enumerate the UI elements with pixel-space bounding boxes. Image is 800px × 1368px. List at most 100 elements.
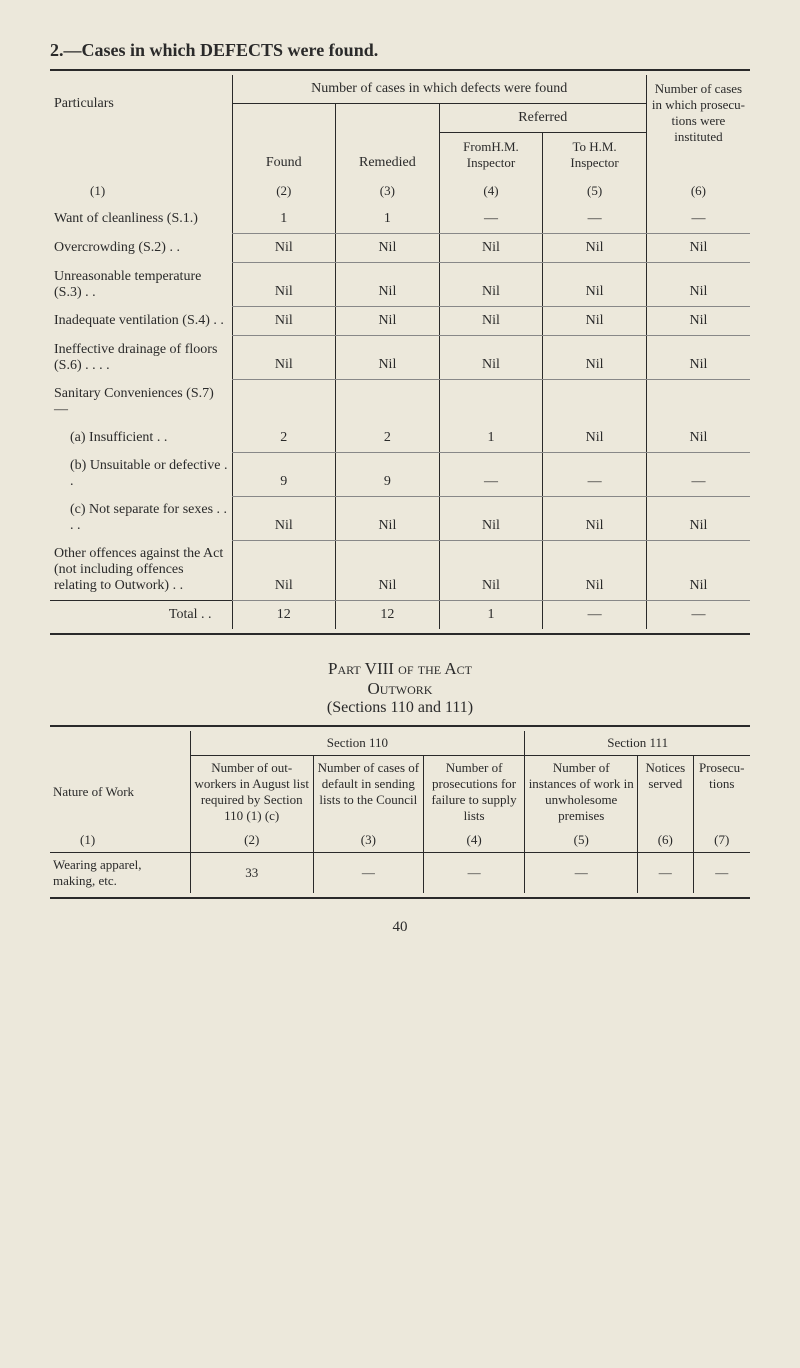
col-num: (1) — [50, 828, 190, 853]
table-cell — [646, 380, 750, 424]
table-cell: Nil — [232, 540, 336, 601]
table-cell: — — [439, 452, 543, 496]
table-cell: Nil — [232, 263, 336, 307]
col-header: Number of out­workers in August list req… — [190, 756, 313, 829]
table-cell: Nil — [439, 263, 543, 307]
table-cell: Nil — [439, 540, 543, 601]
table-cell: Nil — [336, 496, 440, 540]
col-num: (6) — [638, 828, 693, 853]
col-header: Prosecu­tions — [693, 756, 750, 829]
table-cell: Nil — [543, 336, 647, 380]
table-cell: 9 — [336, 452, 440, 496]
table-cell: — — [693, 853, 750, 894]
total-val: 12 — [336, 601, 440, 630]
part-heading-line1: Part VIII of the Act — [50, 659, 750, 679]
table-cell: Nil — [439, 234, 543, 263]
from-hm-header: FromH.M. Inspector — [439, 133, 543, 178]
table-cell: Nil — [543, 496, 647, 540]
section-110-header: Section 110 — [190, 731, 525, 756]
table-cell — [336, 380, 440, 424]
col-num: (7) — [693, 828, 750, 853]
table-cell: Nil — [543, 263, 647, 307]
section-111-header: Section 111 — [525, 731, 750, 756]
table-cell: Nil — [543, 307, 647, 336]
col-num: (4) — [423, 828, 525, 853]
table-cell: — — [543, 452, 647, 496]
nature-of-work-header: Nature of Work — [50, 756, 190, 829]
col-num: (1) — [50, 177, 232, 205]
part-heading: Part VIII of the Act Outwork (Sections 1… — [50, 659, 750, 717]
table-cell: Nil — [439, 496, 543, 540]
referred-header: Referred — [439, 104, 646, 133]
table-cell: Nil — [232, 496, 336, 540]
rule-mid2 — [50, 725, 750, 727]
table-cell: — — [423, 853, 525, 894]
defects-found-header: Number of cases in which defects were fo… — [232, 75, 646, 104]
col-header: Number of instances of work in unwhole­s… — [525, 756, 638, 829]
col-num: (2) — [232, 177, 336, 205]
table-cell: Nil — [232, 307, 336, 336]
table-row-label: (a) Insufficient . . — [50, 424, 232, 453]
defects-table: Particulars Number of cases in which def… — [50, 75, 750, 629]
table-row-label: Other offences against the Act (not incl… — [50, 540, 232, 601]
page-number: 40 — [50, 919, 750, 936]
table-row-label: (c) Not separate for sexes . . . . — [50, 496, 232, 540]
prosecutions-header: Number of cases in which prosecu­tions w… — [646, 75, 750, 177]
table-cell: Nil — [543, 540, 647, 601]
table-cell: Nil — [336, 336, 440, 380]
table-cell: Nil — [646, 234, 750, 263]
table-cell: — — [313, 853, 423, 894]
table-cell: 2 — [232, 424, 336, 453]
table-cell: Nil — [439, 336, 543, 380]
col-num: (6) — [646, 177, 750, 205]
col-num: (4) — [439, 177, 543, 205]
total-val: — — [646, 601, 750, 630]
rule-mid — [50, 633, 750, 635]
table-row-label: Ineffective drainage of floors (S.6) . .… — [50, 336, 232, 380]
rule-bottom — [50, 897, 750, 899]
table-cell — [543, 380, 647, 424]
total-label: Total . . — [50, 601, 232, 630]
part-heading-line3: (Sections 110 and 111) — [50, 699, 750, 717]
table-cell: 33 — [190, 853, 313, 894]
table-cell: Nil — [232, 234, 336, 263]
col-header: Number of cases of default in sending li… — [313, 756, 423, 829]
table-cell: 1 — [439, 424, 543, 453]
table-cell: Nil — [336, 263, 440, 307]
table-cell: 9 — [232, 452, 336, 496]
col-header: Number of prosecu­tions for failure to s… — [423, 756, 525, 829]
part-heading-line2: Outwork — [50, 679, 750, 699]
table-cell: 2 — [336, 424, 440, 453]
table-cell: — — [543, 205, 647, 234]
table-cell: Nil — [336, 307, 440, 336]
table-cell: Nil — [543, 234, 647, 263]
table-cell: 1 — [336, 205, 440, 234]
table-cell: — — [525, 853, 638, 894]
table-cell — [439, 380, 543, 424]
table-cell: Nil — [232, 336, 336, 380]
table-cell: 1 — [232, 205, 336, 234]
table-cell: Nil — [439, 307, 543, 336]
col-num: (3) — [336, 177, 440, 205]
table-cell — [232, 380, 336, 424]
outwork-table: Section 110 Section 111 Nature of Work N… — [50, 731, 750, 893]
table-cell: Nil — [646, 496, 750, 540]
table-cell: Nil — [646, 424, 750, 453]
table-cell: Nil — [543, 424, 647, 453]
table-row-label: Wearing apparel, making, etc. — [50, 853, 190, 894]
table-row-label: Unreasonable temperature (S.3) . . — [50, 263, 232, 307]
table-row-label: Overcrowding (S.2) . . — [50, 234, 232, 263]
total-val: — — [543, 601, 647, 630]
col-num: (3) — [313, 828, 423, 853]
found-header: Found — [232, 104, 336, 178]
col-header: Notices served — [638, 756, 693, 829]
table-cell: Nil — [646, 336, 750, 380]
table-row-label: Sanitary Conveniences (S.7)— — [50, 380, 232, 424]
table-cell: Nil — [646, 540, 750, 601]
col-num: (5) — [543, 177, 647, 205]
total-val: 12 — [232, 601, 336, 630]
table-row-label: Want of cleanliness (S.1.) — [50, 205, 232, 234]
col-num: (5) — [525, 828, 638, 853]
col-num: (2) — [190, 828, 313, 853]
remedied-header: Remedied — [336, 104, 440, 178]
